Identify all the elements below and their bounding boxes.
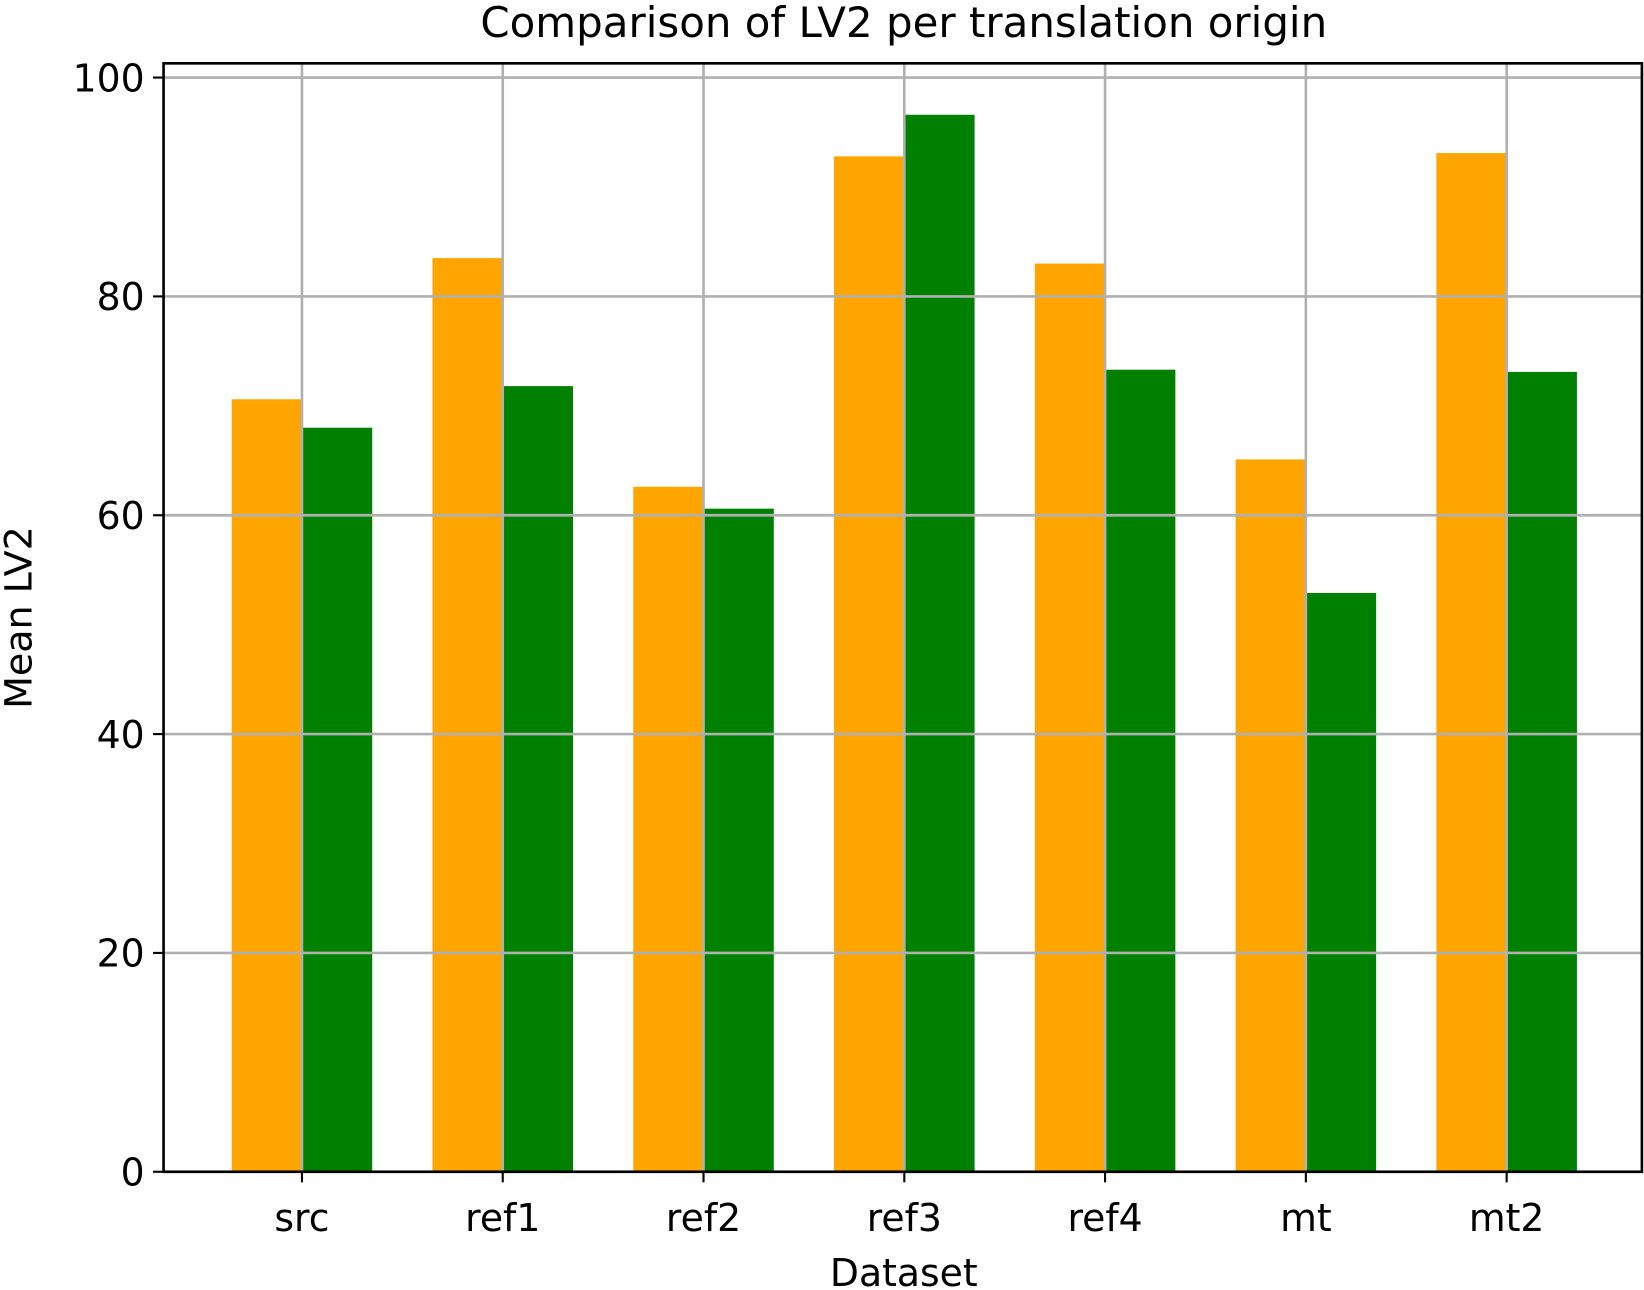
- x-tick-label: mt: [1280, 1196, 1332, 1240]
- bar: [834, 156, 905, 1172]
- plot-frame: [162, 62, 1644, 1174]
- y-tick-label: 40: [97, 713, 145, 757]
- x-axis-label: Dataset: [830, 1251, 978, 1290]
- y-tick-label: 80: [97, 275, 145, 319]
- bar: [301, 427, 373, 1172]
- bar: [502, 386, 574, 1172]
- y-tick-label: 20: [97, 932, 145, 976]
- y-tick-label: 60: [97, 494, 145, 538]
- x-tick-label: ref4: [1067, 1196, 1142, 1240]
- bar: [1305, 592, 1377, 1172]
- x-tick-label: ref3: [867, 1196, 942, 1240]
- y-axis-label: Mean LV2: [0, 526, 40, 709]
- x-tick-label: mt2: [1469, 1196, 1545, 1240]
- x-tick-label: ref1: [465, 1196, 540, 1240]
- bar: [1034, 263, 1106, 1172]
- bar: [633, 486, 704, 1172]
- bar: [904, 114, 975, 1172]
- bar: [1506, 371, 1577, 1172]
- bar: [1105, 369, 1176, 1172]
- y-tick-label: 0: [121, 1150, 145, 1194]
- bar: [231, 399, 302, 1172]
- bar: [1436, 153, 1507, 1172]
- bar: [432, 258, 503, 1172]
- x-tick-label: src: [274, 1196, 329, 1240]
- x-tick-label: ref2: [666, 1196, 741, 1240]
- bar: [1235, 459, 1306, 1172]
- chart-title: Comparison of LV2 per translation origin: [480, 0, 1327, 47]
- y-tick-label: 100: [73, 56, 145, 100]
- bar: [703, 508, 774, 1172]
